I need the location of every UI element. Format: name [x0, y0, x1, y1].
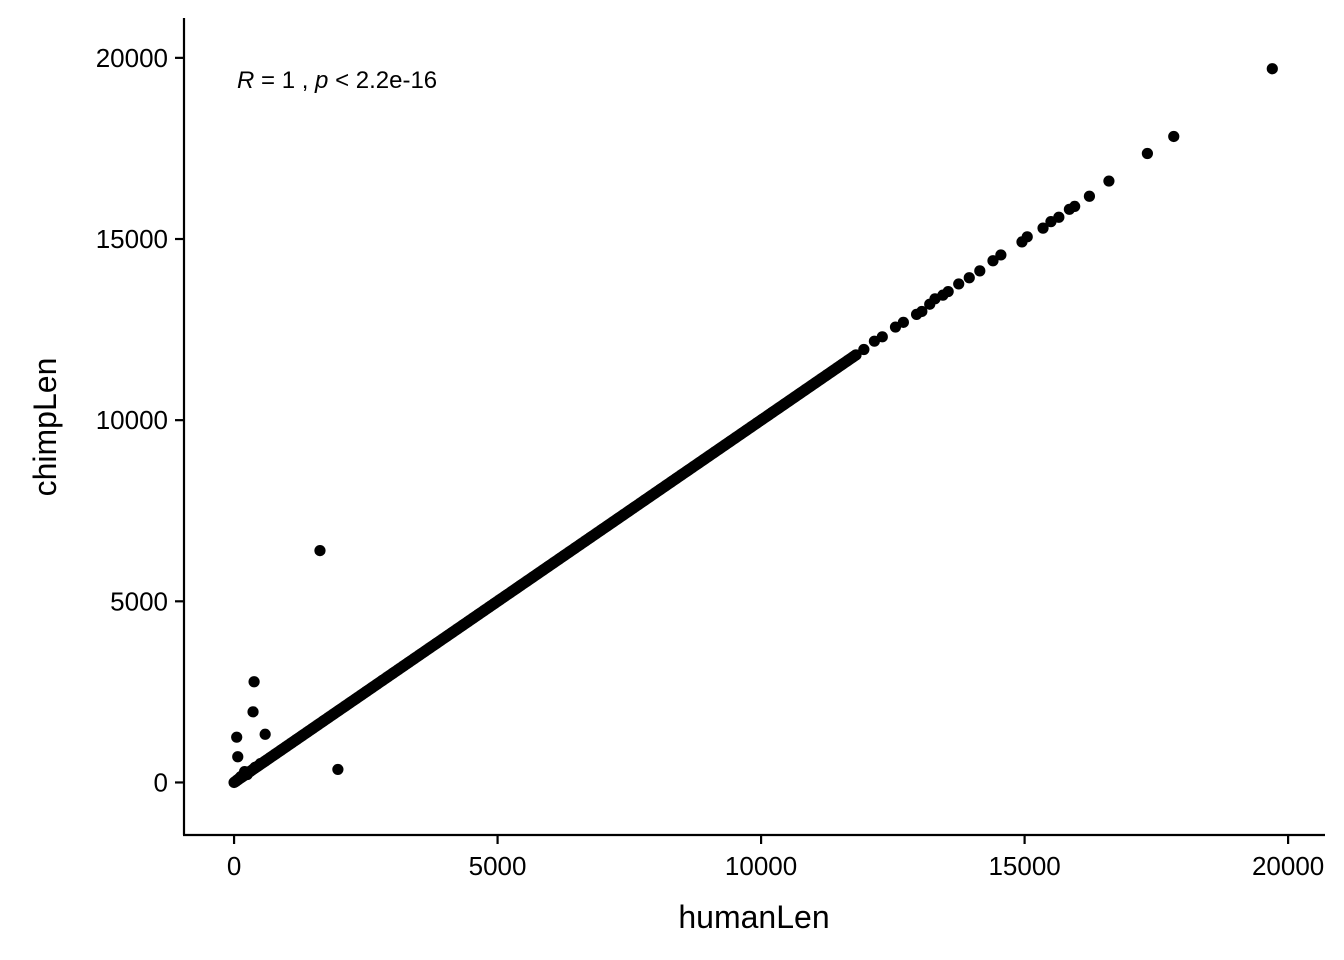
y-axis-title: chimpLen	[27, 358, 63, 497]
data-point	[254, 758, 267, 770]
data-point	[963, 272, 975, 284]
r-symbol: R	[237, 67, 254, 94]
x-tick-label: 10000	[725, 851, 797, 881]
p-symbol: p	[314, 67, 328, 94]
data-point	[889, 321, 902, 333]
x-axis-title: humanLen	[678, 899, 829, 935]
data-point	[1141, 147, 1153, 160]
x-ticks: 0 5000 10000 15000 20000	[227, 835, 1324, 881]
data-point	[231, 731, 243, 743]
x-tick-label: 5000	[469, 851, 527, 881]
p-value: < 2.2e-16	[328, 67, 437, 94]
y-tick-label: 10000	[96, 405, 168, 435]
y-tick-label: 5000	[110, 586, 168, 616]
data-point	[1103, 175, 1115, 187]
data-point	[1266, 63, 1278, 75]
data-point	[259, 728, 271, 740]
data-point	[1168, 130, 1180, 143]
y-tick-label: 0	[154, 767, 168, 797]
data-point	[248, 676, 260, 688]
data-point	[247, 706, 259, 718]
data-point	[924, 298, 936, 310]
data-point	[953, 278, 965, 290]
plot-points-layer	[228, 63, 1278, 789]
data-point	[1083, 190, 1096, 202]
data-point	[332, 763, 344, 776]
data-point	[858, 343, 870, 356]
data-point	[850, 349, 862, 361]
data-point	[1063, 203, 1075, 215]
x-tick-label: 20000	[1252, 851, 1324, 881]
data-point	[1045, 216, 1057, 228]
y-tick-label: 15000	[96, 224, 168, 254]
data-point	[1037, 222, 1049, 234]
x-tick-label: 15000	[988, 851, 1060, 881]
data-point	[232, 751, 244, 763]
correlation-annotation: R = 1 , p < 2.2e-16	[237, 67, 437, 94]
y-ticks: 0 5000 10000 15000 20000	[96, 43, 184, 797]
data-point	[987, 255, 999, 267]
data-point	[314, 544, 326, 557]
data-point	[974, 265, 986, 277]
data-point	[910, 308, 923, 320]
data-point	[1016, 236, 1028, 248]
y-tick-label: 20000	[96, 43, 168, 73]
data-point	[995, 249, 1007, 261]
x-tick-label: 0	[227, 851, 241, 881]
r-value: = 1 ,	[254, 67, 315, 94]
data-point	[868, 335, 881, 347]
